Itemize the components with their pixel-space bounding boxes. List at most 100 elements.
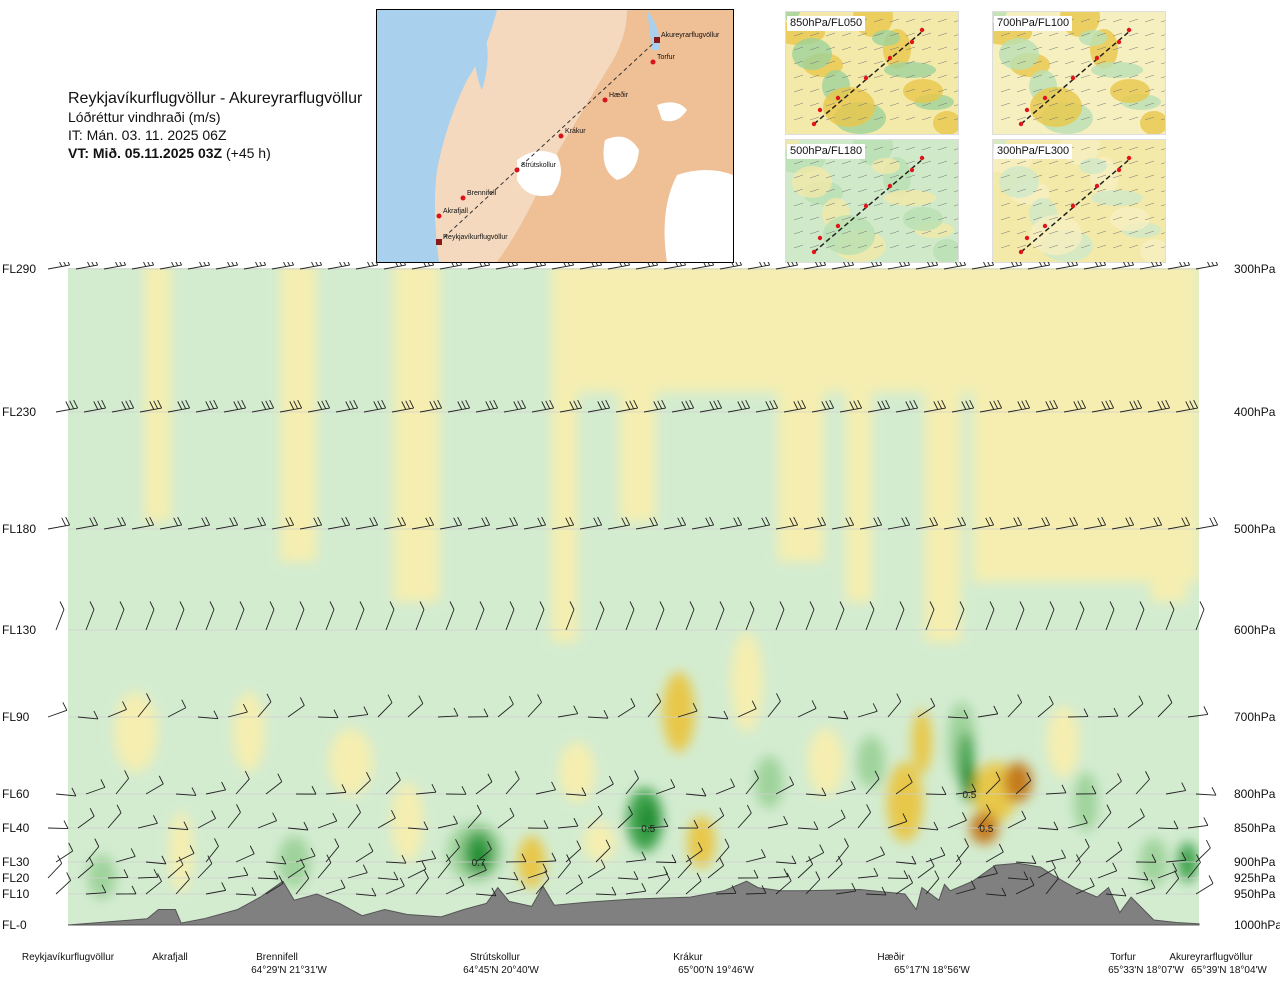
wind-barb (327, 516, 351, 530)
wind-barb (411, 516, 435, 530)
wind-barb (327, 262, 351, 270)
wind-barb (47, 820, 69, 829)
wind-barb (103, 262, 127, 270)
wind-barb (467, 708, 489, 718)
wind-barb (655, 601, 665, 631)
wind-barb (139, 399, 163, 413)
waypoint-coordinates: 65°33'N 18°07'W (1108, 965, 1184, 976)
wind-barb (215, 516, 239, 530)
map-waypoint-label: Brennifell (467, 190, 497, 197)
map-waypoint-label: Strútskollur (521, 162, 557, 169)
wind-barb (1075, 601, 1085, 631)
wind-barb (887, 693, 902, 718)
wind-barb (83, 399, 107, 413)
wind-barb (707, 710, 729, 720)
wind-barb (1063, 399, 1087, 413)
wind-barb (857, 804, 871, 829)
wind-barb (805, 601, 815, 631)
wind-barb (227, 804, 241, 829)
wind-barb (955, 880, 976, 895)
wind-barb (607, 262, 631, 270)
waypoint-name: Akureyrarflugvöllur (1169, 952, 1253, 963)
wind-barb (551, 516, 575, 530)
pressure-label: 400hPa (1234, 405, 1276, 419)
wind-barb (307, 399, 331, 413)
wind-barb (197, 810, 216, 829)
wind-barb (867, 399, 891, 413)
wind-barb (747, 262, 771, 270)
waypoint-coordinates: 64°45'N 20°40'W (463, 965, 539, 976)
wind-barb (655, 871, 671, 895)
wind-barb (355, 887, 377, 897)
map-waypoint-label: Torfur (657, 54, 676, 61)
field-cell (662, 672, 695, 752)
wind-barb (1165, 870, 1180, 895)
wind-barb (971, 262, 995, 270)
wind-barb (865, 846, 885, 863)
wind-barb (535, 852, 557, 863)
wind-barb (797, 821, 819, 830)
wind-barb (355, 843, 374, 863)
wind-barb (565, 874, 583, 895)
wind-barb (535, 870, 550, 895)
wind-barb (1015, 855, 1037, 864)
wind-barb (827, 855, 843, 879)
pressure-label: 950hPa (1234, 887, 1276, 901)
wind-barbs (47, 262, 1219, 897)
wind-barb (467, 861, 487, 879)
wind-barb (55, 842, 74, 863)
wind-barb (835, 781, 856, 795)
wind-barb (1105, 841, 1123, 863)
wind-barb (1119, 399, 1143, 413)
wind-barb (625, 770, 639, 795)
contour-label: 0.5 (979, 824, 993, 835)
pressure-label: 500hPa (1234, 522, 1276, 536)
wind-barb (715, 778, 735, 795)
field-cell (558, 742, 595, 802)
wind-barb (887, 870, 909, 879)
wind-barb (1195, 875, 1214, 895)
wind-barb (497, 871, 519, 881)
pressure-label: 800hPa (1234, 787, 1276, 801)
wind-barb (1067, 708, 1089, 718)
wind-barb (625, 882, 647, 895)
wind-barb (595, 839, 611, 863)
wind-barb (947, 812, 967, 829)
wind-barb (131, 516, 155, 530)
wind-barb (103, 516, 127, 530)
wind-barb (505, 601, 515, 631)
wind-barb (265, 773, 283, 795)
wind-barb (251, 399, 275, 413)
wind-barb (527, 820, 549, 829)
field-cell (391, 782, 424, 862)
wind-barb (279, 399, 303, 413)
wind-barb (385, 877, 405, 895)
wind-barb (1097, 707, 1119, 718)
wind-barb (47, 702, 68, 718)
wind-barb (115, 848, 136, 863)
wind-barb (145, 855, 167, 865)
wind-barb (719, 262, 743, 270)
mini-map-level: 850hPa/FL050 (772, 0, 964, 135)
wind-barb (715, 838, 730, 863)
wind-barb (355, 516, 379, 530)
wind-barb (1067, 854, 1081, 879)
wind-barb (579, 262, 603, 270)
wind-barb (985, 771, 1001, 795)
field-cell (1073, 772, 1098, 832)
map-waypoint-marker (436, 213, 442, 219)
wind-barb (467, 516, 491, 530)
contour-label: 0.5 (641, 824, 655, 835)
wind-barb (55, 787, 77, 797)
wind-barb (865, 770, 880, 795)
wind-barb (235, 887, 257, 896)
wind-barb (947, 854, 962, 879)
contour-labels: 0.7 0.5 0.5 0.5 (472, 790, 994, 869)
wind-barb (325, 879, 346, 895)
wind-barb (295, 601, 305, 631)
wind-barb (159, 516, 183, 530)
pressure-label: 850hPa (1234, 821, 1276, 835)
wind-barb (1127, 808, 1145, 829)
flight-level-label: FL30 (2, 855, 30, 869)
wind-barb (1037, 695, 1054, 718)
